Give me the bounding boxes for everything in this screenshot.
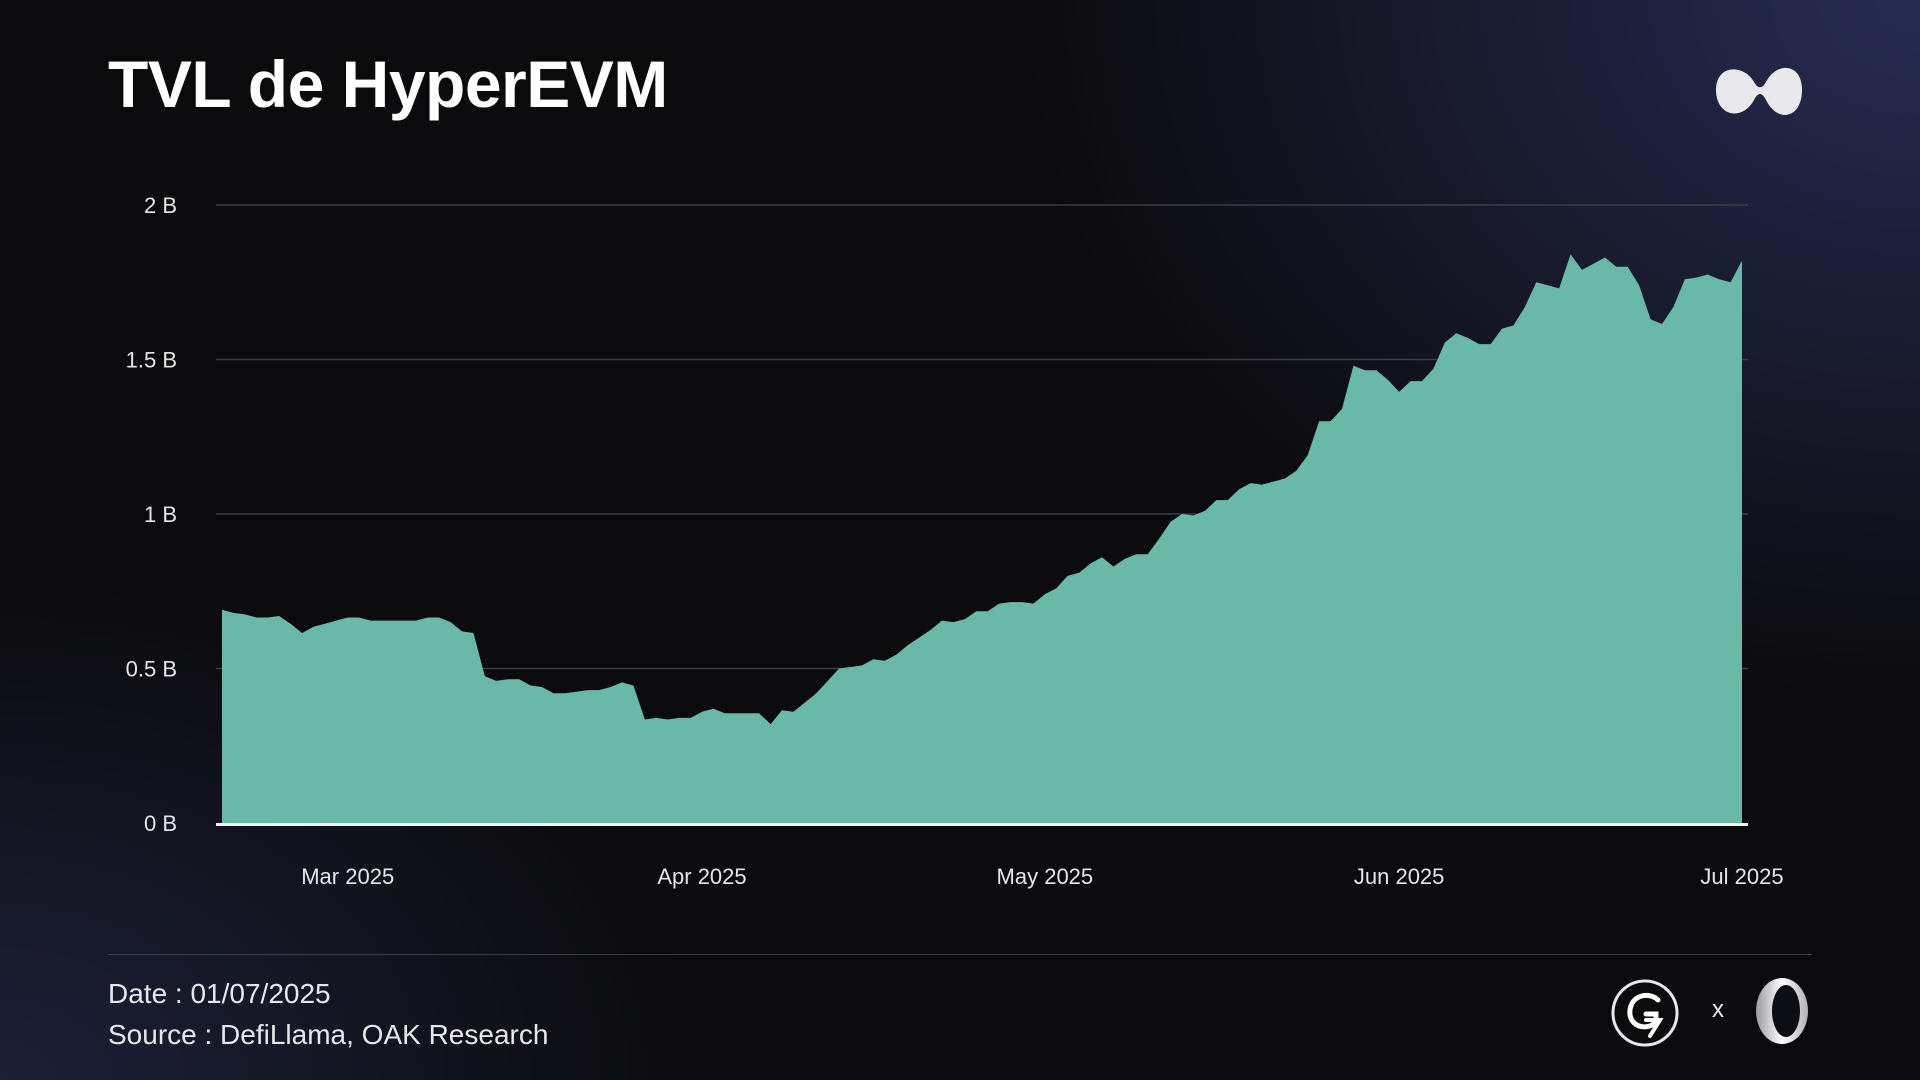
y-tick-label: 2 B [144, 193, 177, 218]
footer-date: Date : 01/07/2025 [108, 978, 331, 1009]
tvl-area [222, 254, 1742, 823]
y-tick-label: 0 B [144, 811, 177, 836]
footer-source: Source : DefiLlama, OAK Research [108, 1019, 549, 1050]
y-axis-ticks: 0 B 0.5 B 1 B 1.5 B 2 B [126, 193, 177, 836]
oak-ring-logo-icon [1756, 978, 1808, 1044]
hyperliquid-logo-icon [1716, 67, 1802, 115]
y-tick-label: 1.5 B [126, 348, 177, 373]
x-tick-label: Jul 2025 [1700, 864, 1783, 889]
x-tick-label: Mar 2025 [301, 864, 394, 889]
g7-logo-icon [1611, 979, 1679, 1047]
y-tick-label: 0.5 B [126, 657, 177, 682]
x-axis-ticks: Mar 2025 Apr 2025 May 2025 Jun 2025 Jul 2025 [301, 864, 1783, 889]
x-tick-label: May 2025 [997, 864, 1094, 889]
x-tick-label: Jun 2025 [1354, 864, 1445, 889]
y-tick-label: 1 B [144, 502, 177, 527]
page-title: TVL de HyperEVM [108, 47, 668, 121]
footer-divider [108, 954, 1812, 955]
partner-separator: x [1712, 996, 1724, 1023]
x-tick-label: Apr 2025 [657, 864, 746, 889]
